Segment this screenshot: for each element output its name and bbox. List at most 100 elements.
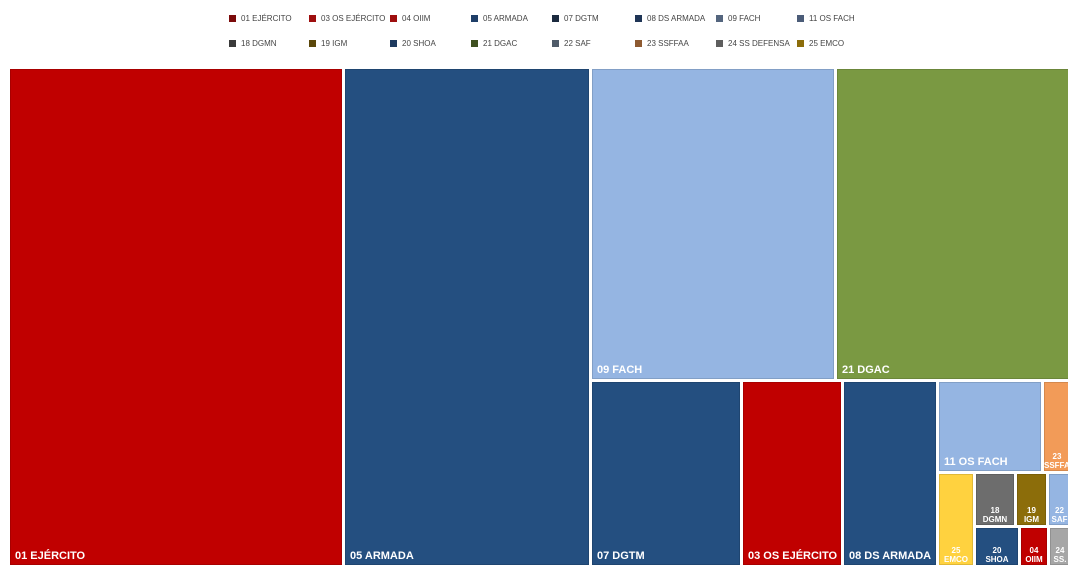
legend-item: 04 OIIM <box>390 14 430 23</box>
treemap-tile-label-line: 20 <box>992 546 1002 556</box>
treemap-tile-label-line: 08 DS ARMADA <box>849 550 932 563</box>
legend-label: 21 DGAC <box>483 39 518 48</box>
treemap-tile-label: 21 DGAC <box>842 365 890 377</box>
treemap-tile-label-line: 22 <box>1055 506 1064 516</box>
legend-label: 18 DGMN <box>241 39 277 48</box>
legend-swatch <box>471 40 478 47</box>
treemap-tile-20: 20 SHOA <box>974 526 1020 565</box>
treemap-tile-label: 08 DS ARMADA <box>849 551 931 563</box>
treemap-tile-label-line: 11 OS FACH <box>944 456 1008 469</box>
treemap-tile-24: 24 SS. <box>1048 526 1068 565</box>
treemap-tile-01: 01 EJÉRCITO <box>8 67 344 565</box>
treemap-tile-21: 21 DGAC <box>835 67 1068 381</box>
legend-swatch <box>390 15 397 22</box>
treemap-tile-label: 18 DGMN <box>976 506 1014 524</box>
legend-swatch <box>552 15 559 22</box>
treemap-tile-label: 07 DGTM <box>597 551 645 563</box>
legend-label: 08 DS ARMADA <box>647 14 706 23</box>
legend-label: 22 SAF <box>564 39 591 48</box>
legend-item: 09 FACH <box>716 14 760 23</box>
legend-item: 25 EMCO <box>797 39 844 48</box>
treemap-tile-label-line: SSFFAA <box>1044 460 1068 470</box>
treemap-tile-label-line: IGM <box>1023 514 1040 524</box>
treemap-tile-label-line: 09 FACH <box>597 364 643 377</box>
treemap-tile-label-line: 03 OS EJÉRCITO <box>748 550 838 563</box>
legend-swatch <box>635 40 642 47</box>
treemap-tile-label: 01 EJÉRCITO <box>15 551 85 563</box>
legend-label: 03 OS EJÉRCITO <box>321 14 386 23</box>
legend-label: 24 SS DEFENSA <box>728 39 790 48</box>
legend-item: 07 DGTM <box>552 14 599 23</box>
legend-swatch <box>309 40 316 47</box>
treemap-tile-08: 08 DS ARMADA <box>842 380 938 565</box>
treemap-tile-label-line: 24 <box>1055 546 1065 556</box>
treemap-tile-25: 25 EMCO <box>937 472 975 565</box>
treemap-tile-label-line: SS. <box>1053 554 1067 564</box>
treemap-tile-label: 11 OS FACH <box>944 457 1008 469</box>
legend-item: 08 DS ARMADA <box>635 14 705 23</box>
legend-swatch <box>309 15 316 22</box>
treemap-tile-label: 19 IGM <box>1017 506 1046 524</box>
treemap-tile-label-line: DGMN <box>982 514 1008 524</box>
treemap-tile-label-line: SHOA <box>985 554 1009 564</box>
treemap-tile-03: 03 OS EJÉRCITO <box>741 380 843 565</box>
legend-swatch <box>471 15 478 22</box>
legend-swatch <box>552 40 559 47</box>
legend: 01 EJÉRCITO 03 OS EJÉRCITO 04 OIIM 05 ARMAD… <box>0 0 1068 60</box>
treemap-tile-label-line: 19 <box>1027 506 1036 516</box>
legend-swatch <box>716 40 723 47</box>
treemap-tile-label-line: SAF <box>1051 514 1068 524</box>
treemap-tile-label: 03 OS EJÉRCITO <box>748 551 837 563</box>
treemap-tile-label-line: 01 EJÉRCITO <box>15 550 86 563</box>
legend-item: 23 SSFFAA <box>635 39 689 48</box>
treemap-tile-label: 20 SHOA <box>976 546 1018 564</box>
legend-label: 19 IGM <box>321 39 348 48</box>
legend-item: 21 DGAC <box>471 39 517 48</box>
treemap-tile-04: 04 OIIM <box>1019 526 1049 565</box>
legend-label: 04 OIIM <box>402 14 431 23</box>
legend-item: 03 OS EJÉRCITO <box>309 14 385 23</box>
treemap-tile-label: 25 EMCO <box>939 546 973 564</box>
legend-swatch <box>635 15 642 22</box>
legend-item: 22 SAF <box>552 39 591 48</box>
legend-label: 01 EJÉRCITO <box>241 14 292 23</box>
legend-label: 11 OS FACH <box>809 14 855 23</box>
legend-swatch <box>390 40 397 47</box>
treemap-tile-label-line: 21 DGAC <box>842 364 890 377</box>
treemap-tile-label: 22 SAF <box>1049 506 1068 524</box>
treemap-tile-label-line: 05 ARMADA <box>350 550 414 563</box>
legend-swatch <box>797 40 804 47</box>
treemap-tile-label-line: 25 <box>951 546 961 556</box>
treemap-tile-05: 05 ARMADA <box>343 67 591 565</box>
treemap-tile-label-line: 18 <box>990 506 1000 516</box>
legend-item: 11 OS FACH <box>797 14 855 23</box>
legend-label: 07 DGTM <box>564 14 599 23</box>
treemap-tile-label-line: 04 <box>1029 546 1039 556</box>
treemap-tile-18: 18 DGMN <box>974 472 1016 527</box>
treemap-tile-label-line: 07 DGTM <box>597 550 645 563</box>
treemap-tile-label: 04 OIIM <box>1021 546 1047 564</box>
legend-item: 05 ARMADA <box>471 14 528 23</box>
treemap-tile-label-line: 23 <box>1052 452 1062 462</box>
legend-item: 20 SHOA <box>390 39 436 48</box>
treemap-tile-11: 11 OS FACH <box>937 380 1043 473</box>
treemap-tile-label: 05 ARMADA <box>350 551 414 563</box>
treemap-tile-label: 09 FACH <box>597 365 642 377</box>
treemap-tile-label: 24 SS. <box>1050 546 1068 564</box>
legend-swatch <box>716 15 723 22</box>
legend-item: 18 DGMN <box>229 39 277 48</box>
legend-item: 24 SS DEFENSA <box>716 39 790 48</box>
treemap-tile-label-line: OIIM <box>1025 554 1043 564</box>
legend-swatch <box>797 15 804 22</box>
treemap-tile-label-line: EMCO <box>944 554 968 564</box>
legend-label: 05 ARMADA <box>483 14 528 23</box>
legend-swatch <box>229 40 236 47</box>
treemap-tile-07: 07 DGTM <box>590 380 742 565</box>
legend-item: 01 EJÉRCITO <box>229 14 292 23</box>
legend-label: 23 SSFFAA <box>647 39 689 48</box>
treemap-tile-22: 22 SAF <box>1047 472 1068 527</box>
legend-label: 09 FACH <box>728 14 761 23</box>
